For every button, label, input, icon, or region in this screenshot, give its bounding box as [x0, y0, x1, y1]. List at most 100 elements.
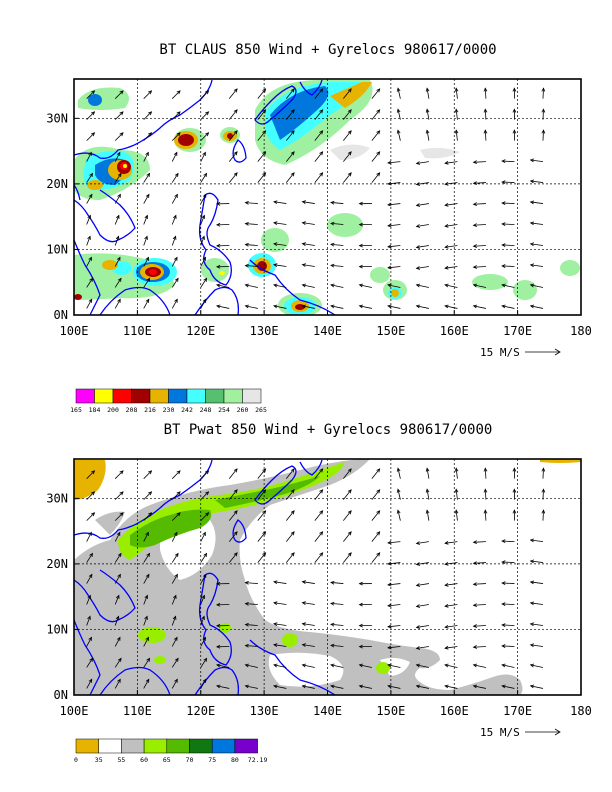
wind-vector — [216, 305, 230, 309]
wind-vector-head — [273, 304, 278, 309]
wind-vector — [245, 223, 258, 225]
wind-vector-head — [91, 90, 96, 95]
wind-vector-head — [529, 221, 535, 226]
wind-vector — [502, 685, 515, 689]
wind-vector — [502, 284, 515, 288]
wind-vector — [455, 510, 458, 521]
wind-vector — [359, 284, 372, 288]
wind-vector-head — [425, 108, 430, 113]
wind-vector-head — [215, 644, 221, 649]
wind-vector — [143, 679, 150, 689]
wind-vector — [484, 468, 487, 479]
wind-vector — [530, 539, 544, 542]
wind-vector — [143, 257, 149, 267]
wind-vector — [330, 623, 344, 626]
wind-vector — [371, 88, 380, 99]
wind-vector-head — [202, 298, 207, 303]
wind-vector — [387, 583, 401, 586]
x-tick-label: 130E — [250, 704, 279, 718]
wind-vector-head — [301, 242, 306, 246]
colorbar-swatch — [149, 388, 169, 404]
wind-vector — [200, 236, 205, 246]
wind-vector-head — [117, 657, 122, 662]
wind-vector — [473, 541, 486, 543]
wind-vector-head — [262, 151, 267, 156]
wind-vector-head — [233, 130, 238, 135]
wind-vector-head — [89, 277, 94, 282]
wind-vector — [171, 616, 176, 626]
panel-pwat: BT Pwat 850 Wind + Gyrelocs 980617/0000 — [46, 422, 592, 764]
wind-vector-head — [358, 243, 363, 248]
wind-vector — [502, 624, 515, 626]
wind-vector — [530, 201, 544, 204]
wind-vector-head — [501, 243, 506, 247]
wind-vector-head — [376, 130, 381, 135]
wind-vector — [387, 685, 401, 689]
wind-vector — [114, 574, 121, 584]
wind-vector — [200, 215, 205, 225]
wind-vector — [86, 595, 91, 605]
wind-vector — [542, 88, 544, 99]
wind-vector — [143, 173, 150, 183]
wind-vector-head — [347, 489, 352, 494]
wind-vector — [86, 215, 91, 225]
wind-vector-head — [233, 531, 238, 536]
wind-vector — [114, 616, 119, 626]
wind-vector-head — [501, 180, 506, 185]
wind-vector — [273, 222, 287, 225]
wind-vector-head — [501, 602, 506, 606]
wind-vector-head — [347, 531, 352, 536]
wind-vector-head — [290, 88, 295, 93]
wind-vector — [228, 172, 238, 183]
wind-vector-head — [512, 488, 517, 493]
wind-vector-head — [273, 601, 278, 606]
wind-vector-head — [205, 470, 210, 475]
wind-vector — [416, 685, 429, 689]
wind-vector — [426, 468, 430, 479]
x-axis-ticks: 100E 110E 120E 130E 140E 150E 160E 170E 180 — [60, 690, 592, 718]
wind-vector-head — [529, 601, 535, 606]
wind-vector-head — [244, 200, 249, 205]
wind-vector — [502, 664, 515, 668]
wind-vector — [228, 552, 238, 563]
wind-vector-head — [376, 109, 381, 114]
wind-vector-head — [201, 615, 205, 620]
colorbar-swatch — [205, 388, 225, 404]
wind-vector-head — [358, 663, 364, 668]
wind-vector-head — [233, 172, 238, 177]
wind-vector — [273, 305, 287, 309]
wind-vector-head — [173, 214, 177, 219]
wind-vector-head — [415, 604, 421, 608]
wind-vector-head — [444, 202, 449, 207]
wind-vector-head — [244, 221, 249, 226]
wind-vector — [143, 215, 148, 225]
wind-vector — [216, 284, 230, 288]
wind-vector — [302, 644, 315, 647]
wind-vector-head — [233, 510, 238, 515]
wind-vector-head — [174, 277, 179, 282]
wind-vector — [171, 215, 177, 225]
wind-vector-head — [173, 531, 178, 537]
wind-vector-head — [454, 488, 459, 493]
wind-vector — [114, 299, 121, 309]
wind-vector — [114, 152, 121, 162]
wind-vector — [302, 222, 315, 225]
wind-vector-head — [501, 684, 506, 689]
wind-vector — [228, 151, 238, 162]
wind-vector-head — [501, 644, 506, 648]
wind-vector-head — [216, 304, 221, 309]
wind-vector-head — [347, 151, 352, 156]
wind-vector-head — [472, 265, 477, 269]
wind-vector — [484, 88, 487, 99]
wind-vector-head — [529, 242, 535, 247]
wind-vector-head — [176, 111, 181, 116]
wind-vector — [114, 173, 122, 183]
wind-vector-head — [444, 244, 449, 249]
wind-vector — [86, 278, 93, 288]
wind-vector — [114, 257, 121, 267]
wind-vector-head — [244, 601, 249, 606]
x-tick-label: 170E — [503, 704, 532, 718]
wind-vector — [371, 468, 380, 479]
wind-vector — [86, 194, 93, 204]
